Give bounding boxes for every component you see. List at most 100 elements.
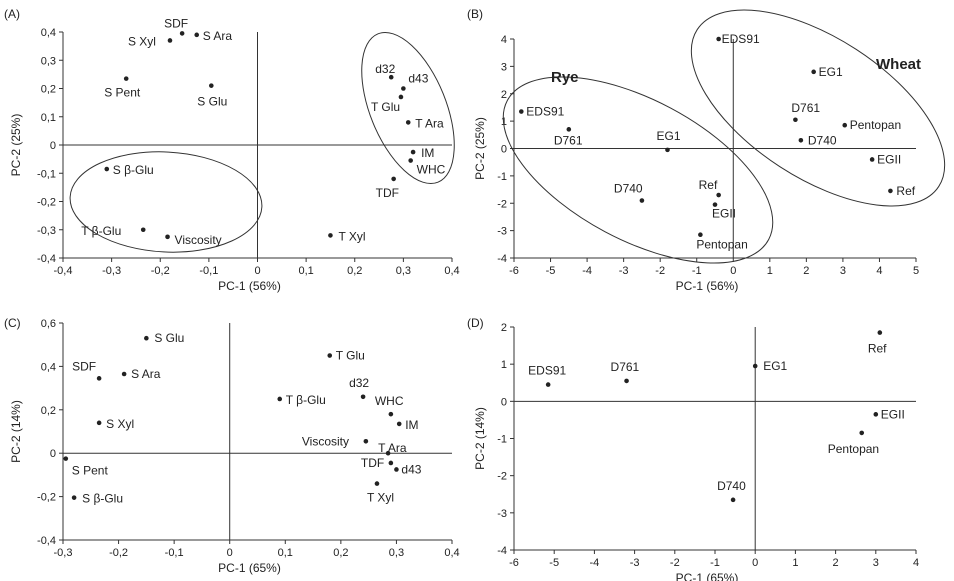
p2-xtick-label: 0 [730,265,736,277]
p1-point-label: T Ara [415,116,444,130]
p1-point [123,76,129,81]
p1-point-label: S β-Glu [113,163,154,177]
p4-panel-label: (D) [467,316,484,330]
p2-point [798,137,804,143]
p3-xtick-label: 0,3 [389,547,404,559]
p4-ytick-label: 0 [501,396,507,408]
p3-point [96,376,102,381]
p1-ytick-label: 0,4 [41,27,56,39]
p3-point [394,467,399,472]
p2-point-label: EGII [877,152,901,166]
p2-ytick-label: -4 [497,253,507,265]
p2-ytick-label: 2 [501,89,507,101]
p4-ytick-label: -3 [497,508,507,520]
p1-panel-label: (A) [4,7,20,21]
p1-ytick-label: -0,4 [37,253,56,265]
p3-point-label: T Ara [378,441,407,455]
p1-ytick-label: 0,3 [41,55,56,67]
p2-xtick-label: -1 [692,265,702,277]
p1-xtick-label: 0,2 [347,265,362,277]
p4-point [877,330,883,335]
p2-point-label: EG1 [656,129,680,143]
p3-point [388,411,394,417]
p3-point-label: WHC [375,394,404,408]
p3-point-label: SDF [72,359,96,373]
p1-point [104,166,110,172]
p2-point [665,147,670,153]
p3-point [388,460,394,466]
p1-point [405,120,411,125]
p1-point [410,149,416,155]
p3-ytick-label: 0,2 [41,405,56,417]
p4-xtick-label: -3 [630,557,640,569]
p4-xtick-label: 1 [792,557,798,569]
p4-point-label: EG1 [763,359,787,373]
p1-point [140,227,146,233]
p3-xtick-label: -0,1 [165,547,184,559]
p1-point-label: S Ara [203,29,233,43]
p2-point [716,36,721,42]
p3-point-label: IM [405,418,418,432]
p2-point-label: EDS91 [722,32,760,46]
p2-ytick-label: 0 [501,144,507,156]
p2-point [811,69,816,75]
p3-panel-label: (C) [4,316,21,330]
p1-point-label: S Xyl [128,34,156,48]
p3-point-label: d32 [349,376,369,390]
p2-point-label: EG1 [819,65,843,79]
p2-group-label-wheat: Wheat [876,56,921,73]
p2-xtick-label: -6 [509,265,519,277]
p2-xtick-label: -4 [582,265,592,277]
p2-y-axis-label: PC-2 (25%) [473,117,487,180]
p2-point-label: D761 [554,133,583,147]
p1-point-label: d43 [408,72,428,86]
p1-point-label: T β-Glu [81,224,121,238]
p4-point-label: EGII [881,407,905,421]
p3-xtick-label: 0,4 [444,547,459,559]
p1-xtick-label: 0,4 [444,265,459,277]
p3-point-label: S β-Glu [82,492,123,506]
p1-xtick-label: -0,4 [54,265,73,277]
p1-ytick-label: -0,3 [37,225,56,237]
p1-cluster-ellipse [69,151,263,253]
p1-point-label: d32 [375,62,395,76]
p2-xtick-label: -2 [655,265,665,277]
p2-xtick-label: 5 [913,265,919,277]
p3-point [396,421,402,427]
p2-point-label: D740 [808,133,837,147]
p2-point [639,198,645,203]
p4-y-axis-label: PC-2 (14%) [473,407,487,470]
p1-xtick-label: -0,1 [199,265,218,277]
p2-panel-label: (B) [467,7,483,21]
p4-xtick-label: -5 [549,557,559,569]
p1-ytick-label: 0,2 [41,84,56,96]
p2-point-label: EGII [712,207,736,221]
p4-xtick-label: -6 [509,557,519,569]
p3-xtick-label: -0,2 [109,547,128,559]
p2-point-label: Pentopan [696,238,747,252]
p1-point [179,31,185,36]
p2-point [869,157,875,162]
p2-point-label: D761 [791,101,820,115]
p1-point-label: IM [421,146,434,160]
p1-ytick-label: 0 [50,140,56,152]
p1-point-label: S Glu [197,95,227,109]
p3-xtick-label: 0 [227,547,233,559]
p1-point [328,233,333,238]
p1-point-label: T Xyl [338,229,365,243]
p1-cluster-ellipse [361,31,455,185]
p2-ytick-label: 4 [501,34,507,46]
p2-point [793,117,798,123]
p4-ytick-label: -1 [497,434,507,446]
p4-point [624,378,629,384]
p3-point-label: S Xyl [106,417,134,431]
p2-x-axis-label: PC-1 (56%) [676,279,739,293]
p1-point [209,83,214,88]
p1-ytick-label: 0,1 [41,112,56,124]
p2-ytick-label: -2 [497,198,507,210]
p1-point [391,176,396,182]
p3-point [71,495,77,500]
p1-point-label: SDF [164,16,188,30]
p2-xtick-label: 3 [840,265,846,277]
